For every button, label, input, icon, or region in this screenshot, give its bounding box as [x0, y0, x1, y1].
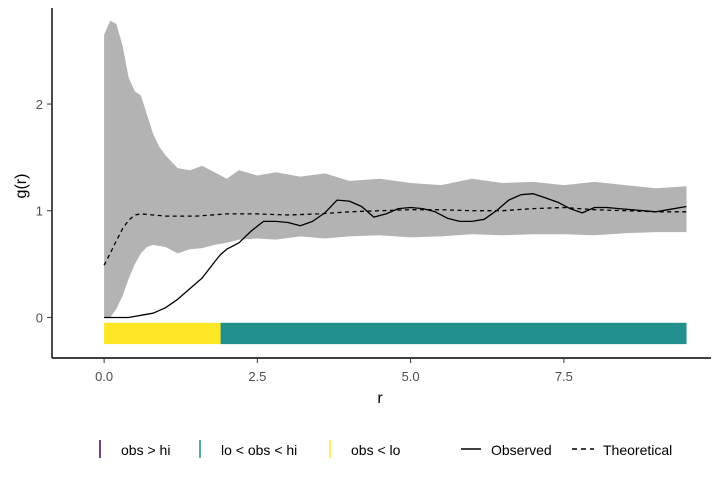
- x-tick-label: 2.5: [248, 369, 266, 384]
- x-tick-label: 0.0: [95, 369, 113, 384]
- y-tick-label: 1: [36, 204, 43, 219]
- series-line-observed: [104, 193, 687, 319]
- axes: 0.0 2.5 5.0 7.5 0 1 2: [36, 8, 711, 384]
- envelope-band: [104, 20, 687, 318]
- x-axis-title: r: [377, 390, 383, 407]
- x-tick-label: 7.5: [555, 369, 573, 384]
- y-tick-label: 0: [36, 310, 43, 325]
- plot-area: [103, 20, 687, 345]
- status-segment-1: [220, 322, 687, 345]
- x-tick-label: 5.0: [402, 369, 420, 384]
- legend-label-within-envelope: lo < obs < hi: [221, 442, 297, 458]
- legend: obs > hi lo < obs < hi obs < lo Observed…: [99, 440, 672, 458]
- legend-label-obs-above-hi: obs > hi: [121, 442, 170, 458]
- legend-label-theoretical: Theoretical: [603, 442, 672, 458]
- series-line-theoretical: [103, 206, 687, 266]
- legend-label-obs-below-lo: obs < lo: [351, 442, 401, 458]
- y-axis-title: g(r): [13, 174, 30, 199]
- legend-label-observed: Observed: [491, 442, 552, 458]
- status-segment-0: [104, 322, 221, 345]
- y-tick-label: 2: [36, 97, 43, 112]
